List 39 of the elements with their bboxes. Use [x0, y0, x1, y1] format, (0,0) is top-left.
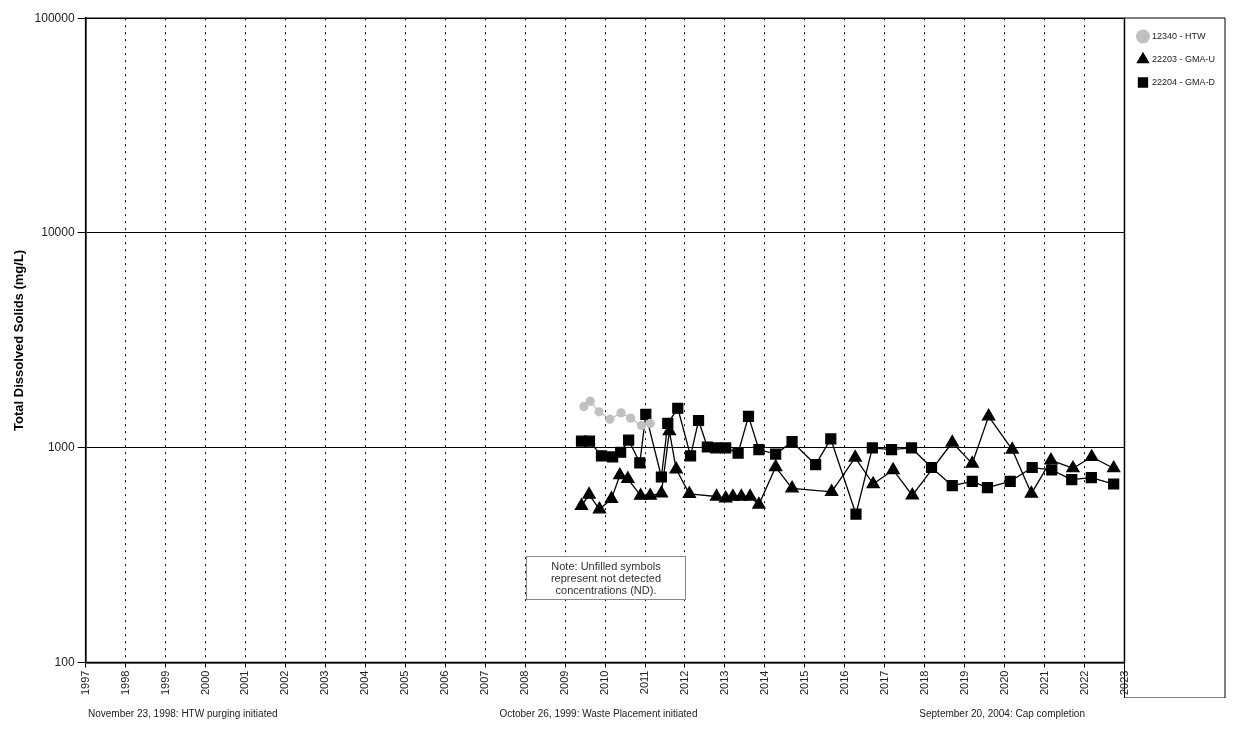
x-tick-label: 2021: [1037, 670, 1050, 696]
x-tick-label: 2016: [837, 670, 850, 696]
x-tick-label: 2019: [957, 670, 970, 696]
legend-label: 22203 - GMA-U: [1151, 53, 1216, 64]
x-tick-label: 2013: [717, 670, 730, 696]
x-tick-label: 2003: [318, 670, 331, 696]
x-tick-label: 2018: [917, 670, 930, 696]
x-tick-label: 2008: [518, 670, 531, 696]
x-tick-label: 2000: [198, 670, 211, 696]
text: September 20, 2004: Cap completion: [919, 708, 1085, 719]
y-tick-label: 100000: [34, 10, 75, 25]
x-tick-label: 2006: [438, 670, 451, 696]
x-tick-label: 2020: [997, 670, 1010, 696]
x-tick-label: 2022: [1077, 670, 1090, 696]
note-box: Note: Unfilled symbols represent not detected concentrations (ND).: [526, 556, 686, 600]
x-tick-label: 2009: [558, 670, 571, 696]
y-axis-title: Total Dissolved Solids (mg/L): [11, 249, 27, 431]
text: November 23, 1998: HTW purging initiated: [88, 708, 278, 719]
text: October 26, 1999: Waste Placement initiated: [499, 708, 698, 719]
x-tick-label: 2002: [278, 670, 291, 696]
y-tick-label: 10000: [41, 225, 75, 240]
x-tick-label: 2007: [478, 670, 491, 696]
x-tick-label: 2015: [797, 670, 810, 696]
legend-label: 12340 - HTW: [1151, 30, 1206, 41]
x-tick-label: 2004: [358, 670, 371, 696]
x-tick-label: 1999: [158, 670, 171, 696]
x-tick-label: 2014: [757, 670, 770, 696]
x-tick-label: 2023: [1117, 670, 1130, 696]
y-tick-label: 1000: [47, 440, 75, 455]
legend-label: 22204 - GMA-D: [1151, 76, 1216, 87]
x-tick-label: 2001: [238, 670, 251, 696]
x-tick-label: 2005: [398, 670, 411, 696]
x-tick-label: 2010: [598, 670, 611, 696]
x-tick-label: 2012: [678, 670, 690, 696]
x-tick-label: 1998: [118, 670, 131, 696]
x-tick-label: 2017: [877, 670, 890, 696]
x-tick-label: 2011: [638, 670, 651, 695]
y-tick-label: 100: [54, 654, 75, 669]
x-tick-label: 1997: [78, 670, 91, 696]
